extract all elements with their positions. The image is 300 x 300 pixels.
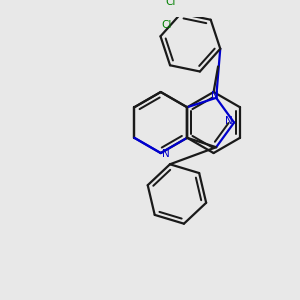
Text: Cl: Cl <box>161 20 171 30</box>
Text: N: N <box>163 149 170 160</box>
Text: N: N <box>211 91 219 100</box>
Text: N: N <box>225 116 233 126</box>
Text: Cl: Cl <box>166 0 176 7</box>
